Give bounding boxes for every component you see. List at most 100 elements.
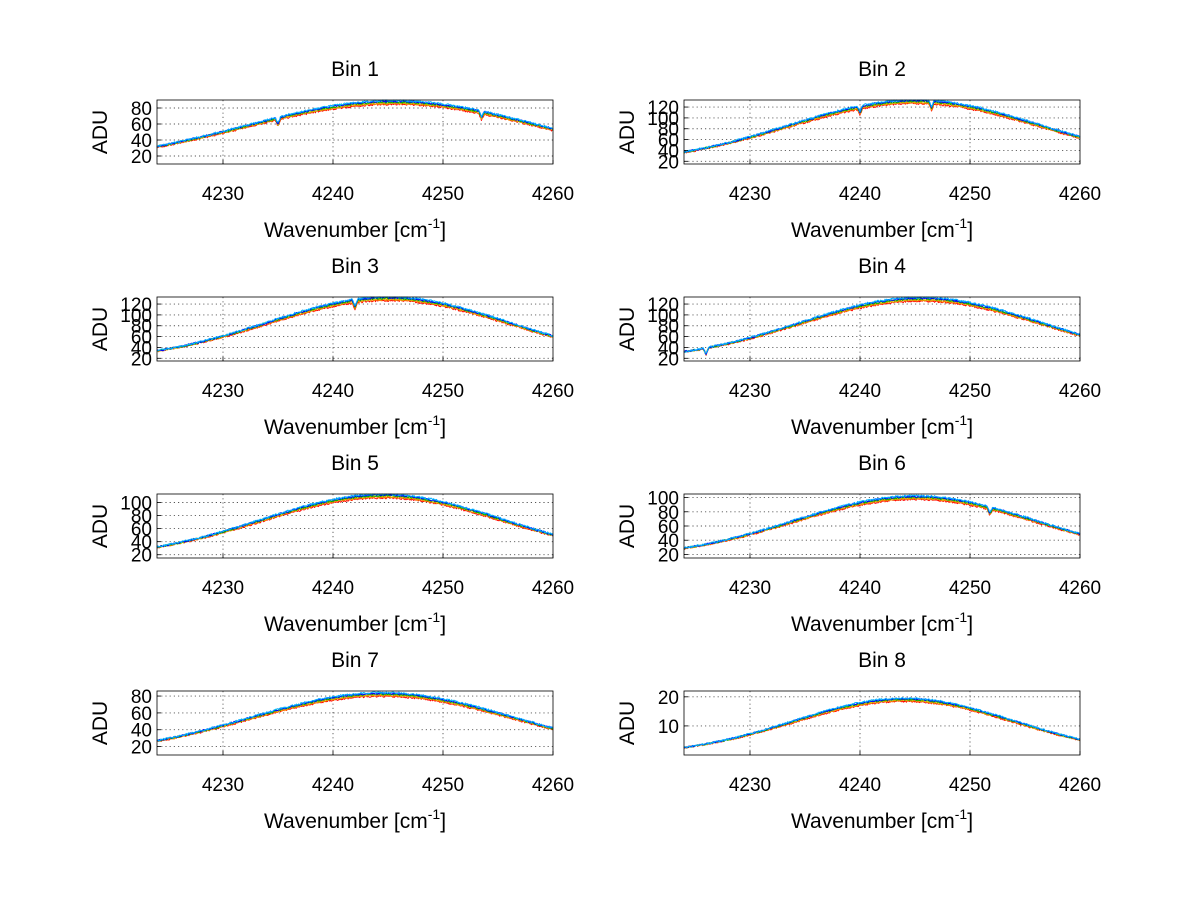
y-tick-label: 40	[131, 131, 152, 152]
plot-frame	[156, 296, 554, 362]
series-line-2	[156, 495, 554, 549]
series-line-5	[156, 493, 554, 548]
series-line-6	[156, 99, 554, 148]
x-tick-label: 4230	[202, 775, 244, 796]
y-tick-label: 60	[658, 517, 679, 538]
x-tick-label: 4240	[312, 578, 354, 599]
x-tick-label: 4250	[422, 381, 464, 402]
y-tick-label: 120	[647, 295, 679, 316]
x-tick-label: 4240	[312, 184, 354, 205]
subplot-title: Bin 3	[331, 255, 379, 278]
y-tick-label: 20	[131, 147, 152, 168]
y-axis-label: ADU	[89, 307, 112, 351]
series-line-5	[683, 697, 1081, 749]
y-tick-label: 80	[658, 317, 679, 338]
series-line-2	[156, 694, 554, 742]
y-tick-label: 40	[658, 338, 679, 359]
series-line-1	[156, 496, 554, 549]
series-line-5	[683, 495, 1081, 550]
x-tick-label: 4250	[949, 381, 991, 402]
y-tick-label: 100	[647, 306, 679, 327]
series-line-2	[683, 101, 1081, 154]
series-line-2	[156, 102, 553, 149]
y-tick-label: 20	[658, 152, 679, 173]
y-axis-label: ADU	[616, 307, 639, 351]
x-tick-label: 4230	[729, 381, 771, 402]
x-axis-label: Wavenumber [cm-1]	[791, 806, 973, 833]
x-tick-label: 4230	[202, 578, 244, 599]
y-tick-label: 80	[131, 507, 152, 528]
series-line-3	[156, 495, 554, 548]
series-line-6	[156, 691, 554, 742]
y-tick-label: 20	[131, 546, 152, 567]
y-tick-label: 60	[131, 115, 152, 136]
x-tick-label: 4250	[949, 184, 991, 205]
y-tick-label: 80	[658, 503, 679, 524]
y-axis-label: ADU	[616, 701, 639, 745]
y-axis-label: ADU	[89, 504, 112, 548]
x-tick-label: 4260	[1059, 184, 1101, 205]
y-tick-label: 80	[131, 317, 152, 338]
y-tick-label: 100	[120, 493, 152, 514]
x-tick-label: 4260	[532, 578, 574, 599]
series-line-1	[683, 102, 1081, 154]
y-tick-label: 40	[658, 531, 679, 552]
y-tick-label: 20	[131, 349, 152, 370]
y-tick-label: 60	[658, 328, 679, 349]
y-axis-label: ADU	[616, 110, 639, 154]
x-tick-label: 4230	[202, 184, 244, 205]
series-line-4	[683, 99, 1081, 154]
plot-frame	[683, 690, 1081, 756]
plot-frame	[156, 99, 554, 165]
series-line-3	[156, 693, 554, 742]
series-line-6	[683, 296, 1081, 354]
x-axis-label: Wavenumber [cm-1]	[264, 806, 446, 833]
x-tick-label: 4240	[312, 381, 354, 402]
plot-frame	[683, 296, 1081, 362]
y-tick-label: 60	[131, 520, 152, 541]
x-tick-label: 4260	[1059, 578, 1101, 599]
series-line-1	[156, 102, 554, 148]
y-tick-label: 20	[658, 688, 679, 709]
x-tick-label: 4240	[839, 578, 881, 599]
y-tick-label: 80	[131, 99, 152, 120]
y-tick-label: 20	[658, 545, 679, 566]
y-tick-label: 120	[647, 98, 679, 119]
x-axis-label: Wavenumber [cm-1]	[791, 215, 973, 242]
y-tick-label: 20	[131, 738, 152, 759]
series-line-6	[683, 99, 1081, 153]
subplot-8: 4230 4240 4250 4260 10 20 Bin 8 Wavenumber [cm-…	[616, 649, 1101, 833]
x-tick-label: 4230	[729, 184, 771, 205]
x-tick-label: 4240	[839, 184, 881, 205]
x-tick-label: 4250	[422, 775, 464, 796]
x-tick-label: 4250	[949, 578, 991, 599]
y-tick-label: 20	[658, 349, 679, 370]
series-line-3	[156, 297, 554, 353]
y-axis-label: ADU	[89, 701, 112, 745]
y-tick-label: 100	[647, 109, 679, 130]
subplot-title: Bin 6	[858, 452, 906, 475]
series-line-2	[683, 299, 1081, 355]
x-tick-label: 4230	[729, 578, 771, 599]
y-tick-label: 40	[658, 141, 679, 162]
subplot-title: Bin 5	[331, 452, 379, 475]
series-line-6	[156, 296, 554, 352]
y-tick-label: 100	[647, 489, 679, 510]
series-line-5	[683, 99, 1081, 154]
series-line-1	[683, 498, 1081, 550]
x-axis-label: Wavenumber [cm-1]	[791, 609, 973, 636]
x-tick-label: 4260	[532, 775, 574, 796]
series-line-4	[156, 692, 553, 742]
subplot-title: Bin 2	[858, 58, 906, 81]
series-line-6	[156, 493, 554, 548]
plot-frame	[156, 690, 554, 756]
x-axis-label: Wavenumber [cm-1]	[791, 412, 973, 439]
plot-frame	[156, 493, 554, 559]
series-line-5	[156, 691, 554, 742]
